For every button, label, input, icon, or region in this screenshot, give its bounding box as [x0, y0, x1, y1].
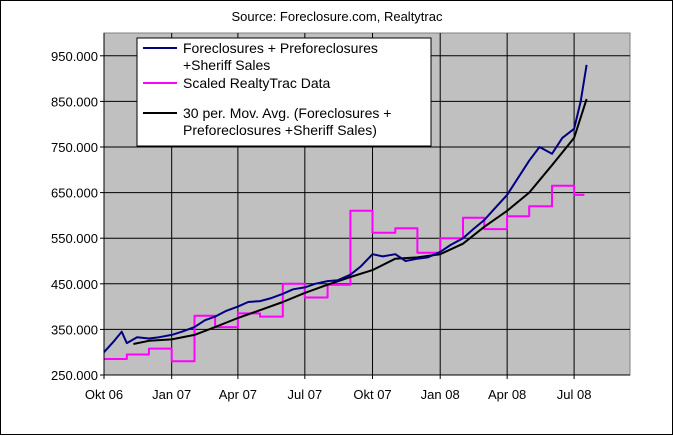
legend-label-0: +Sheriff Sales — [183, 57, 270, 73]
x-tick-label: Apr 07 — [219, 387, 257, 402]
axis-layer: 250.000 350.000 450.000 550.000 650.000 750.0… — [51, 33, 630, 402]
x-tick-label: Jan 07 — [152, 387, 191, 402]
legend-label-2: 30 per. Mov. Avg. (Foreclosures + — [183, 105, 391, 121]
y-tick-label: 650.000 — [51, 186, 98, 201]
y-tick-label: 750.000 — [51, 140, 98, 155]
series-line-2 — [133, 98, 588, 345]
x-tick-label: Jan 08 — [421, 387, 460, 402]
legend-label-0: Foreclosures + Preforeclosures — [183, 40, 378, 56]
legend-box — [136, 37, 432, 147]
x-tick-label: Okt 07 — [353, 387, 391, 402]
y-tick-label: 950.000 — [51, 49, 98, 64]
series-line-1 — [104, 184, 585, 363]
y-tick-label: 550.000 — [51, 231, 98, 246]
x-tick-label: Apr 08 — [488, 387, 526, 402]
y-tick-label: 450.000 — [51, 277, 98, 292]
x-tick-label: Okt 06 — [85, 387, 123, 402]
y-tick-label: 350.000 — [51, 322, 98, 337]
legend: Foreclosures + Preforeclosures+Sheriff S… — [136, 37, 432, 147]
legend-label-1: Scaled RealtyTrac Data — [183, 75, 331, 91]
legend-label-2: Preforeclosures +Sheriff Sales) — [183, 122, 377, 138]
x-tick-label: Jul 08 — [557, 387, 592, 402]
y-tick-label: 850.000 — [51, 94, 98, 109]
chart-title: Source: Foreclosure.com, Realtytrac — [232, 9, 443, 24]
series-line-0 — [103, 64, 588, 353]
series-layer — [103, 64, 588, 363]
x-tick-label: Jul 07 — [287, 387, 322, 402]
y-tick-label: 250.000 — [51, 368, 98, 383]
